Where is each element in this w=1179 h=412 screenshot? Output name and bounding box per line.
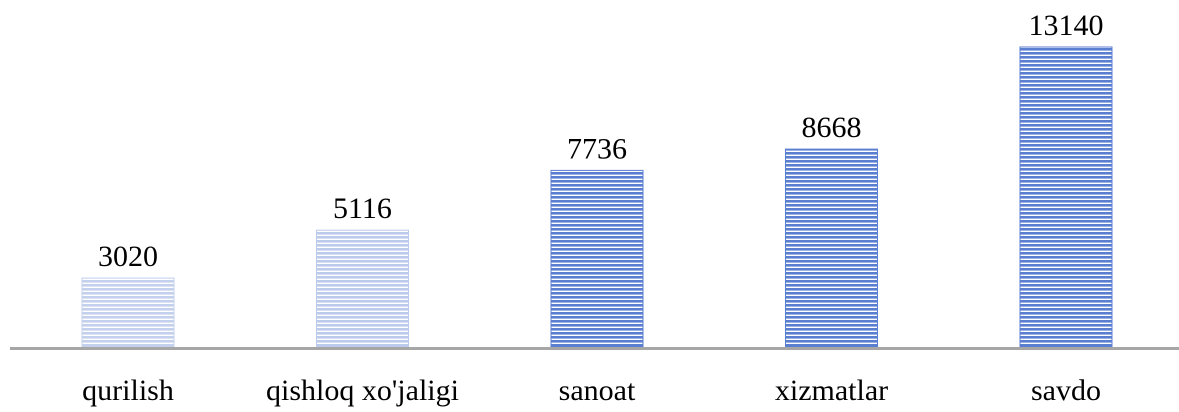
value-label: 7736	[567, 132, 627, 165]
value-label: 5116	[333, 192, 392, 225]
x-tick-label: savdo	[1031, 374, 1101, 407]
x-tick-label: xizmatlar	[775, 374, 888, 407]
bar	[81, 277, 175, 348]
bar	[316, 229, 409, 348]
value-label: 8668	[802, 111, 862, 144]
bar	[1019, 46, 1113, 348]
bar	[785, 148, 878, 348]
bar	[550, 169, 644, 348]
value-label: 3020	[98, 240, 158, 273]
x-tick-label: qurilish	[82, 374, 174, 407]
x-tick-label: qishloq xo'jaligi	[266, 374, 459, 407]
x-tick-label: sanoat	[559, 374, 636, 407]
value-label: 13140	[1029, 9, 1104, 42]
